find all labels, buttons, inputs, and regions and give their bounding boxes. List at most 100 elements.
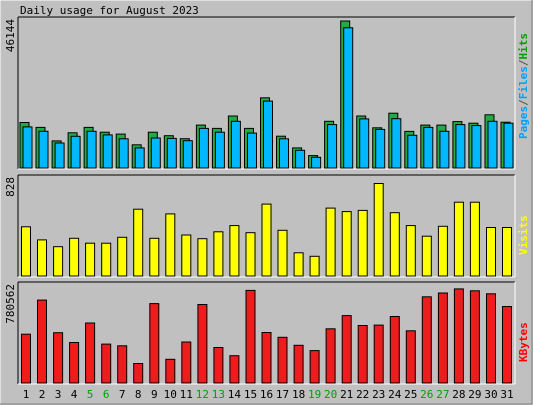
bar-files-day-29 — [471, 125, 482, 169]
x-tick-label: 31 — [500, 388, 513, 401]
bar-files-day-1 — [22, 126, 33, 169]
x-tick-label: 20 — [324, 388, 337, 401]
bar-files-day-16 — [263, 100, 273, 169]
bar-kbytes-day-26 — [421, 296, 432, 384]
x-tick-label: 30 — [484, 388, 497, 401]
x-tick-label: 21 — [340, 388, 353, 401]
x-tick-label: 9 — [151, 388, 158, 401]
bar-visits-day-17 — [277, 229, 288, 277]
bar-kbytes-day-18 — [293, 344, 304, 384]
x-tick-label: 18 — [292, 388, 305, 401]
x-tick-label: 4 — [71, 388, 78, 401]
bar-files-day-20 — [327, 124, 338, 169]
bar-kbytes-day-10 — [165, 358, 176, 384]
bar-files-day-11 — [182, 140, 193, 169]
bar-visits-day-29 — [469, 201, 480, 277]
bar-kbytes-day-28 — [453, 288, 464, 384]
bar-kbytes-day-4 — [69, 342, 80, 384]
chart-panels: 46144Pages/Files/Hits828Visits780562KByt… — [4, 16, 530, 385]
legend-entry: Visits — [517, 215, 530, 255]
x-tick-label: 2 — [39, 388, 46, 401]
bar-visits-day-2 — [37, 239, 47, 277]
bar-files-day-23 — [375, 128, 386, 169]
y-max-label: 780562 — [4, 284, 17, 324]
bar-kbytes-day-17 — [277, 336, 288, 384]
bar-files-day-24 — [391, 118, 402, 169]
x-tick-label: 23 — [372, 388, 385, 401]
x-tick-label: 24 — [388, 388, 402, 401]
bar-visits-day-30 — [486, 227, 496, 277]
x-tick-label: 12 — [196, 388, 209, 401]
x-tick-label: 17 — [276, 388, 289, 401]
bar-visits-day-5 — [85, 242, 96, 277]
bar-kbytes-day-11 — [181, 341, 192, 384]
bar-kbytes-day-27 — [437, 292, 448, 384]
bar-visits-day-14 — [229, 225, 240, 277]
x-tick-label: 8 — [135, 388, 142, 401]
series-kbytes — [21, 288, 512, 384]
bar-visits-day-7 — [117, 236, 128, 277]
panel-visits: 828 Visits — [4, 174, 530, 278]
bar-files-day-26 — [423, 126, 434, 169]
bar-visits-day-1 — [21, 226, 31, 277]
bar-files-day-31 — [503, 122, 514, 169]
x-tick-label: 19 — [308, 388, 321, 401]
bar-files-day-6 — [102, 134, 113, 169]
legend-entry: Pages — [517, 106, 530, 139]
bar-files-day-5 — [86, 130, 97, 169]
panel-legend: Visits — [517, 215, 530, 255]
y-max-label: 828 — [4, 177, 17, 197]
x-tick-label: 6 — [103, 388, 110, 401]
legend-entry: Files — [517, 66, 530, 99]
bar-visits-day-19 — [309, 255, 320, 277]
bar-kbytes-day-30 — [486, 293, 496, 384]
series-files — [22, 27, 514, 169]
legend-entry: / — [517, 99, 530, 106]
bar-kbytes-day-25 — [405, 330, 416, 384]
x-tick-label: 22 — [356, 388, 369, 401]
bar-visits-day-24 — [389, 212, 400, 277]
bar-kbytes-day-31 — [502, 306, 512, 384]
bar-files-day-7 — [118, 138, 129, 169]
bar-visits-day-22 — [357, 209, 368, 277]
bar-kbytes-day-1 — [21, 333, 31, 384]
bar-kbytes-day-19 — [309, 350, 320, 384]
bar-files-day-9 — [150, 137, 161, 169]
bar-files-day-25 — [407, 134, 418, 169]
bar-kbytes-day-9 — [149, 303, 160, 384]
bar-kbytes-day-8 — [133, 363, 144, 384]
x-tick-label: 26 — [420, 388, 433, 401]
bar-visits-day-16 — [261, 203, 272, 277]
bar-kbytes-day-5 — [85, 322, 96, 384]
bar-visits-day-25 — [405, 225, 416, 277]
x-tick-label: 28 — [452, 388, 465, 401]
x-tick-label: 29 — [468, 388, 481, 401]
panel-kbytes: 780562 KBytes — [4, 281, 530, 385]
bar-files-day-10 — [166, 137, 177, 169]
bar-visits-day-9 — [149, 237, 160, 277]
bar-files-day-15 — [247, 132, 257, 169]
bar-files-day-19 — [311, 156, 322, 169]
bar-visits-day-21 — [341, 211, 352, 277]
x-tick-label: 25 — [404, 388, 417, 401]
bar-visits-day-10 — [165, 213, 176, 277]
bar-kbytes-day-3 — [53, 332, 64, 384]
x-tick-label: 10 — [164, 388, 177, 401]
x-tick-label: 27 — [436, 388, 449, 401]
chart-title: Daily usage for August 2023 — [20, 4, 199, 17]
panel-legend: Pages/Files/Hits — [517, 33, 530, 139]
bar-visits-day-20 — [325, 207, 336, 277]
bar-visits-day-3 — [53, 246, 64, 277]
legend-entry: Hits — [517, 33, 530, 60]
series-visits — [21, 183, 512, 277]
bar-kbytes-day-7 — [117, 345, 128, 384]
bar-kbytes-day-24 — [389, 316, 400, 384]
bar-files-day-2 — [38, 130, 49, 169]
x-tick-label: 1 — [23, 388, 30, 401]
bar-files-day-30 — [487, 120, 498, 169]
bar-kbytes-day-14 — [229, 355, 240, 384]
bar-files-day-14 — [230, 120, 241, 169]
